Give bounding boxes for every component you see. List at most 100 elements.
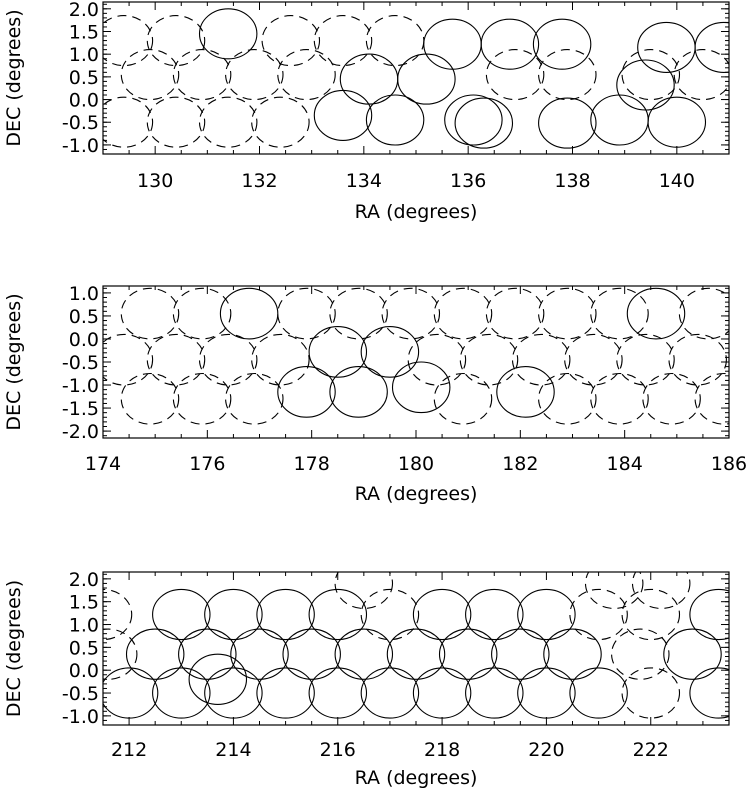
dashed-field-circle <box>668 333 727 386</box>
x-tick-label: 174 <box>85 453 121 475</box>
solid-field-circle <box>616 59 675 111</box>
y-tick-label: -1.5 <box>62 398 99 420</box>
solid-field-circle <box>365 94 425 146</box>
x-axis-label: RA (degrees) <box>355 201 478 223</box>
y-axis-label: DEC (degrees) <box>3 580 25 717</box>
dashed-field-circle <box>485 287 545 340</box>
dashed-field-circle <box>172 287 232 340</box>
y-tick-label: -1.0 <box>62 375 99 397</box>
dashed-field-circle <box>329 287 388 340</box>
solid-field-circle <box>308 588 368 641</box>
x-tick-label: 218 <box>424 739 460 761</box>
solid-field-circle <box>689 588 729 641</box>
dashed-field-circle <box>590 287 649 340</box>
y-tick-label: 0.0 <box>69 329 99 351</box>
dashed-field-circle <box>146 96 206 148</box>
y-tick-label: 0.0 <box>69 660 99 682</box>
solid-field-circle <box>517 667 576 719</box>
dashed-field-circle <box>621 49 681 101</box>
y-tick-label: 1.0 <box>69 44 99 66</box>
dashed-field-circle <box>538 49 597 101</box>
x-tick-label: 136 <box>450 170 486 192</box>
y-axis-label: DEC (degrees) <box>3 9 25 146</box>
solid-field-circle <box>386 628 446 680</box>
dashed-field-circle <box>146 15 206 67</box>
solid-field-circle <box>152 588 211 641</box>
solid-field-circle <box>198 8 258 60</box>
dashed-field-circle <box>564 333 623 386</box>
dashed-field-circle <box>198 333 258 386</box>
solid-field-circle <box>689 667 729 719</box>
plot-frame <box>102 1 730 155</box>
x-tick-label: 130 <box>137 170 173 192</box>
dashed-field-circle <box>459 333 519 386</box>
dashed-field-circle <box>198 96 258 148</box>
x-tick-label: 222 <box>633 739 669 761</box>
dashed-field-circle <box>621 667 681 719</box>
y-tick-label: -0.5 <box>62 683 99 705</box>
x-tick-label: 216 <box>320 739 356 761</box>
y-tick-label: 0.5 <box>69 306 99 328</box>
solid-field-circle <box>637 21 696 73</box>
solid-field-circle <box>454 97 514 149</box>
x-axis-label: RA (degrees) <box>355 767 478 789</box>
solid-field-circle <box>329 366 388 418</box>
dashed-field-circle <box>407 333 467 386</box>
y-tick-label: 1.5 <box>69 592 99 614</box>
solid-field-circle <box>152 667 211 719</box>
solid-field-circle <box>538 97 597 149</box>
dashed-field-circle <box>146 333 206 386</box>
x-tick-label: 186 <box>711 453 747 475</box>
y-tick-label: 0.0 <box>69 90 99 112</box>
dashed-field-circle <box>103 96 154 148</box>
solid-field-circle <box>339 53 399 105</box>
dashed-field-circle <box>621 588 681 641</box>
y-axis-label: DEC (degrees) <box>3 293 25 430</box>
dashed-field-circle <box>611 628 670 680</box>
solid-field-circle <box>360 667 420 719</box>
dashed-field-circle <box>433 287 493 340</box>
dashed-field-circle <box>172 49 232 101</box>
solid-field-circle <box>256 588 315 641</box>
x-tick-label: 140 <box>659 170 695 192</box>
dashed-field-circle <box>694 372 729 425</box>
solid-field-circle <box>204 667 263 719</box>
dashed-field-circle <box>673 49 729 101</box>
dashed-field-circle <box>365 15 425 67</box>
dashed-field-circle <box>485 49 545 101</box>
y-tick-label: -2.0 <box>62 421 99 443</box>
y-tick-label: 2.0 <box>69 0 99 21</box>
solid-field-circle <box>423 18 482 70</box>
solid-field-circle <box>465 667 524 719</box>
y-tick-label: 1.5 <box>69 21 99 43</box>
dashed-field-circle <box>616 333 675 386</box>
dashed-field-circle <box>251 96 310 148</box>
solid-field-circle <box>204 588 263 641</box>
y-tick-label: 0.5 <box>69 67 99 89</box>
solid-field-circle <box>308 667 368 719</box>
dashed-field-circle <box>642 372 701 425</box>
dashed-field-circle <box>334 572 394 610</box>
solid-field-circle <box>543 628 602 680</box>
solid-field-circle <box>517 588 576 641</box>
dashed-field-circle <box>172 372 232 425</box>
solid-field-circle <box>465 588 524 641</box>
solid-field-circle <box>590 94 649 146</box>
solid-field-circle <box>438 628 498 680</box>
solid-field-circle <box>313 89 373 141</box>
solid-field-circle <box>256 667 315 719</box>
solid-field-circle <box>391 361 451 414</box>
x-tick-label: 220 <box>528 739 564 761</box>
y-tick-label: 0.5 <box>69 637 99 659</box>
y-tick-label: 2.0 <box>69 569 99 591</box>
dashed-field-circle <box>103 628 138 680</box>
dashed-field-circle <box>103 15 154 67</box>
solid-field-circle <box>647 96 707 148</box>
dashed-field-circle <box>120 49 180 101</box>
solid-field-circle <box>397 53 456 105</box>
dashed-field-circle <box>225 49 284 101</box>
field-circles <box>103 572 729 719</box>
x-tick-label: 132 <box>241 170 277 192</box>
solid-field-circle <box>230 628 289 680</box>
dashed-field-circle <box>584 572 644 610</box>
